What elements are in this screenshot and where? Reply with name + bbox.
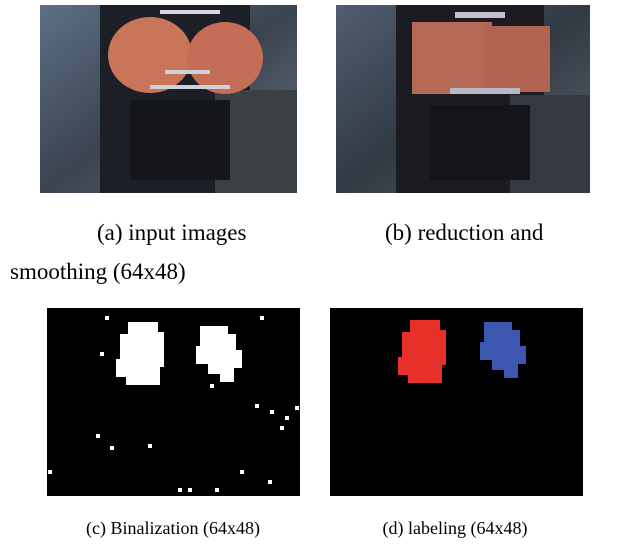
figure-caption: smoothing (64x48) <box>10 259 186 284</box>
figure-page: (a) input images (b) reduction and smoot… <box>0 0 640 550</box>
binarized-image <box>47 308 300 496</box>
figure-caption: (c) Binalization (64x48) <box>86 518 260 539</box>
figure-caption: (d) labeling (64x48) <box>383 518 528 539</box>
input-image <box>40 5 297 193</box>
figure-caption: (b) reduction and <box>385 220 544 245</box>
reduced-image <box>336 5 590 193</box>
figure-caption: (a) input images <box>97 220 247 245</box>
labeled-image <box>330 308 583 496</box>
